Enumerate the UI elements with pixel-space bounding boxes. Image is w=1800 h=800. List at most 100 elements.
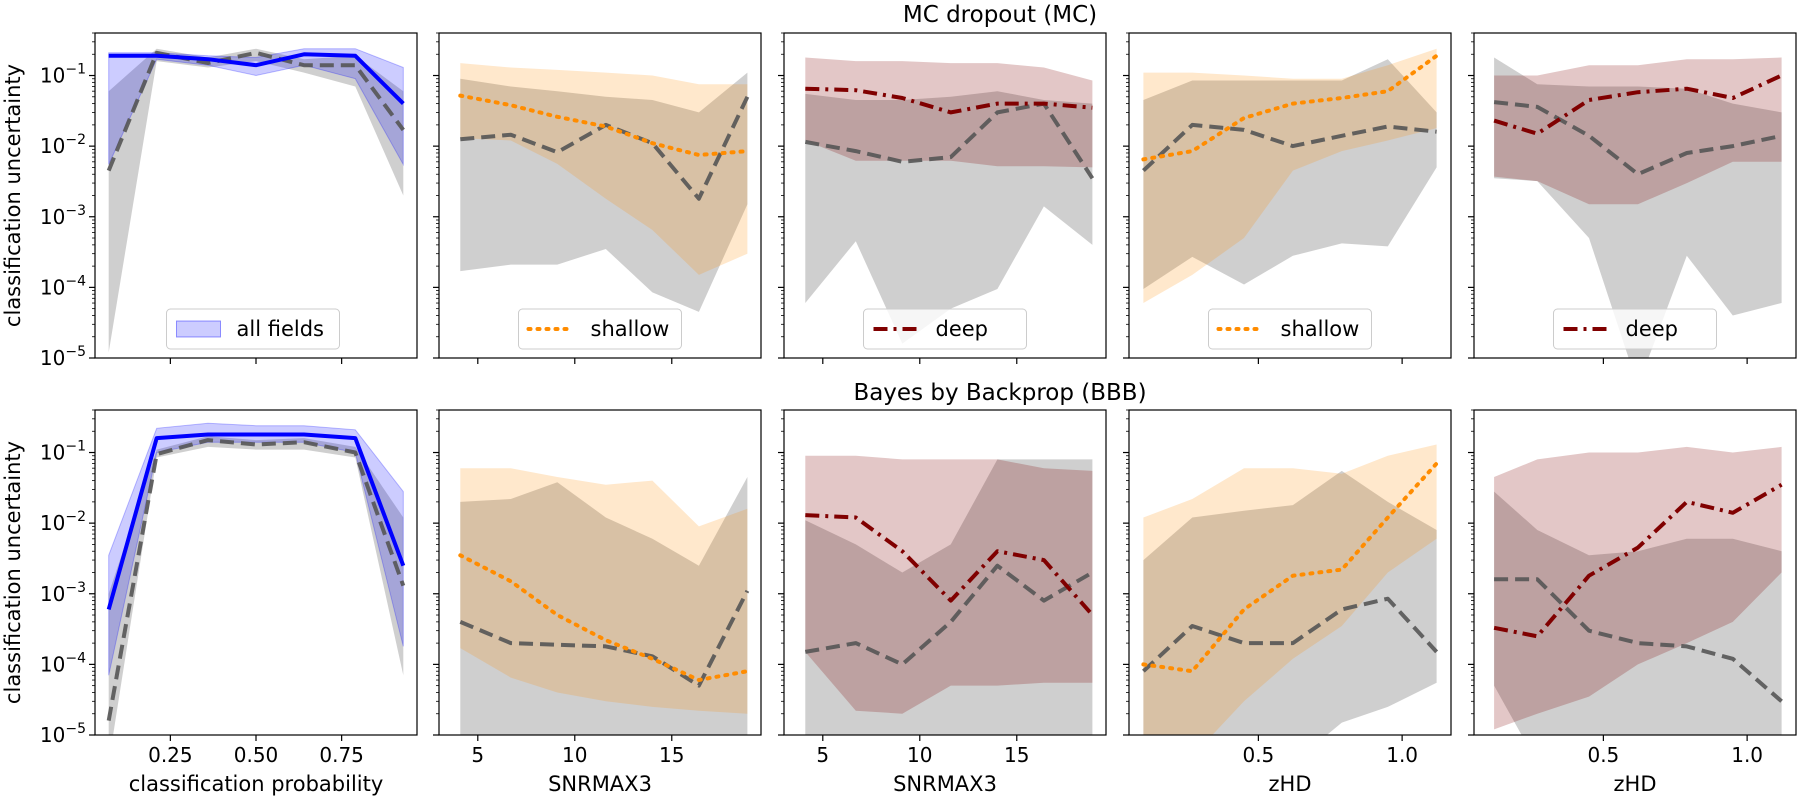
- uncertainty-band-deep: [1494, 446, 1782, 730]
- series-line-reference: [459, 589, 750, 688]
- x-tick-label: 1.0: [1731, 743, 1763, 767]
- legend: deep: [863, 308, 1027, 350]
- series-line-deep: [1493, 73, 1783, 136]
- uncertainty-band-reference: [1494, 491, 1782, 735]
- legend-label: deep: [1626, 317, 1679, 341]
- y-tick-label: 10−1: [40, 439, 86, 465]
- series-line-reference: [1493, 100, 1783, 177]
- series-line-reference: [106, 50, 405, 172]
- x-axis-label: SNRMAX3: [548, 772, 652, 796]
- x-tick-label: 15: [659, 743, 684, 767]
- legend-box: [518, 308, 682, 350]
- uncertainty-band-all-fields: [108, 48, 404, 167]
- x-tick-label: 0.25: [148, 743, 193, 767]
- series-line-reference: [804, 563, 1094, 667]
- legend: shallow: [1208, 308, 1372, 350]
- y-tick-label: 10−2: [40, 509, 86, 535]
- y-axis-label: classification uncertainty: [1, 441, 25, 704]
- legend-box: [863, 308, 1027, 350]
- plot-area: [1493, 57, 1783, 358]
- legend-swatch: [176, 320, 221, 338]
- uncertainty-band-reference: [1143, 59, 1437, 290]
- plot-area: [106, 422, 406, 735]
- plot-area: [458, 468, 750, 735]
- y-tick-label: 10−3: [40, 203, 86, 229]
- panel-mc-5: deep: [1468, 32, 1797, 364]
- panel-bbb-3: 5 10 15 SNRMAX3: [778, 409, 1107, 796]
- x-axis-label: SNRMAX3: [893, 772, 997, 796]
- x-axis-label: zHD: [1269, 772, 1312, 796]
- uncertainty-band-shallow: [1143, 444, 1437, 735]
- panel-bbb-5: 0.5 1.0 zHD: [1468, 409, 1797, 796]
- plot-area: [804, 455, 1094, 735]
- legend: deep: [1553, 308, 1717, 350]
- panel-mc-4: shallow: [1123, 32, 1452, 364]
- series-line-shallow: [1141, 461, 1439, 674]
- x-axis-label: zHD: [1614, 772, 1657, 796]
- panel-mc-2: shallow: [433, 32, 762, 364]
- x-tick-label: 10: [562, 743, 587, 767]
- series-line-reference: [1494, 577, 1783, 703]
- y-tick-label: 10−4: [40, 273, 86, 299]
- uncertainty-band-deep: [805, 455, 1093, 714]
- x-tick-label: 0.5: [1242, 743, 1274, 767]
- series-line-shallow: [458, 93, 750, 157]
- plot-area: [106, 48, 405, 353]
- uncertainty-band-reference: [108, 48, 404, 353]
- uncertainty-band-shallow: [1143, 48, 1437, 304]
- legend: all fields: [166, 308, 340, 350]
- series-line-shallow: [1141, 53, 1439, 162]
- series-line-shallow: [458, 553, 750, 682]
- series-line-reference: [106, 438, 406, 721]
- legend-label: shallow: [591, 317, 670, 341]
- plot-area: [1493, 446, 1783, 735]
- uncertainty-band-deep: [1494, 57, 1782, 205]
- plot-area: [458, 63, 750, 312]
- y-tick-label: 10−1: [40, 62, 86, 88]
- row-title-mc: MC dropout (MC): [903, 2, 1097, 28]
- series-line-reference: [460, 95, 750, 201]
- series-line-all-fields: [108, 52, 405, 106]
- panel-mc-3: deep: [778, 32, 1107, 364]
- uncertainty-band-shallow: [460, 63, 748, 275]
- x-tick-label: 0.50: [234, 743, 279, 767]
- legend-box: [1553, 308, 1717, 350]
- y-tick-label: 10−3: [40, 580, 86, 606]
- x-tick-label: 10: [907, 743, 932, 767]
- legend-label: shallow: [1281, 317, 1360, 341]
- legend-box: [1208, 308, 1372, 350]
- plot-area: [1141, 444, 1439, 735]
- uncertainty-band-reference: [805, 459, 1093, 735]
- series-line-all-fields: [106, 432, 406, 610]
- series-line-deep: [1493, 482, 1783, 639]
- y-tick-label: 10−2: [40, 132, 86, 158]
- row-title-bbb: Bayes by Backprop (BBB): [853, 380, 1146, 406]
- panel-bbb-1: 10−5 10−4 10−3 10−2 10−1 0.25 0.50 0.75 classifi…: [1, 409, 418, 796]
- panels-group: 10−5 10−4 10−3 10−2 10−1 classification uncer…: [1, 32, 1797, 796]
- series-line-reference: [1142, 122, 1437, 173]
- x-axis-label: classification probability: [129, 772, 384, 796]
- plot-area: [804, 57, 1095, 344]
- uncertainty-band-reference: [1143, 470, 1437, 735]
- x-tick-label: 15: [1004, 743, 1029, 767]
- series-line-reference: [1142, 596, 1439, 673]
- x-tick-label: 5: [816, 743, 829, 767]
- uncertainty-band-reference: [1494, 57, 1782, 358]
- x-tick-label: 0.75: [319, 743, 364, 767]
- y-axis-label: classification uncertainty: [1, 64, 25, 327]
- panel-bbb-2: 5 10 15 SNRMAX3: [433, 409, 762, 796]
- panel-bbb-4: 0.5 1.0 zHD: [1123, 409, 1452, 796]
- uncertainty-band-reference: [460, 72, 748, 312]
- uncertainty-band-shallow: [460, 468, 748, 714]
- x-tick-label: 0.5: [1587, 743, 1619, 767]
- y-tick-label: 10−5: [40, 344, 86, 370]
- legend-label: all fields: [237, 317, 324, 341]
- y-tick-label: 10−5: [40, 721, 86, 747]
- x-tick-label: 1.0: [1386, 743, 1418, 767]
- legend: shallow: [518, 308, 682, 350]
- y-tick-label: 10−4: [40, 650, 86, 676]
- legend-label: deep: [936, 317, 989, 341]
- uncertainty-band-all-fields: [108, 422, 404, 676]
- legend-box: [166, 308, 340, 350]
